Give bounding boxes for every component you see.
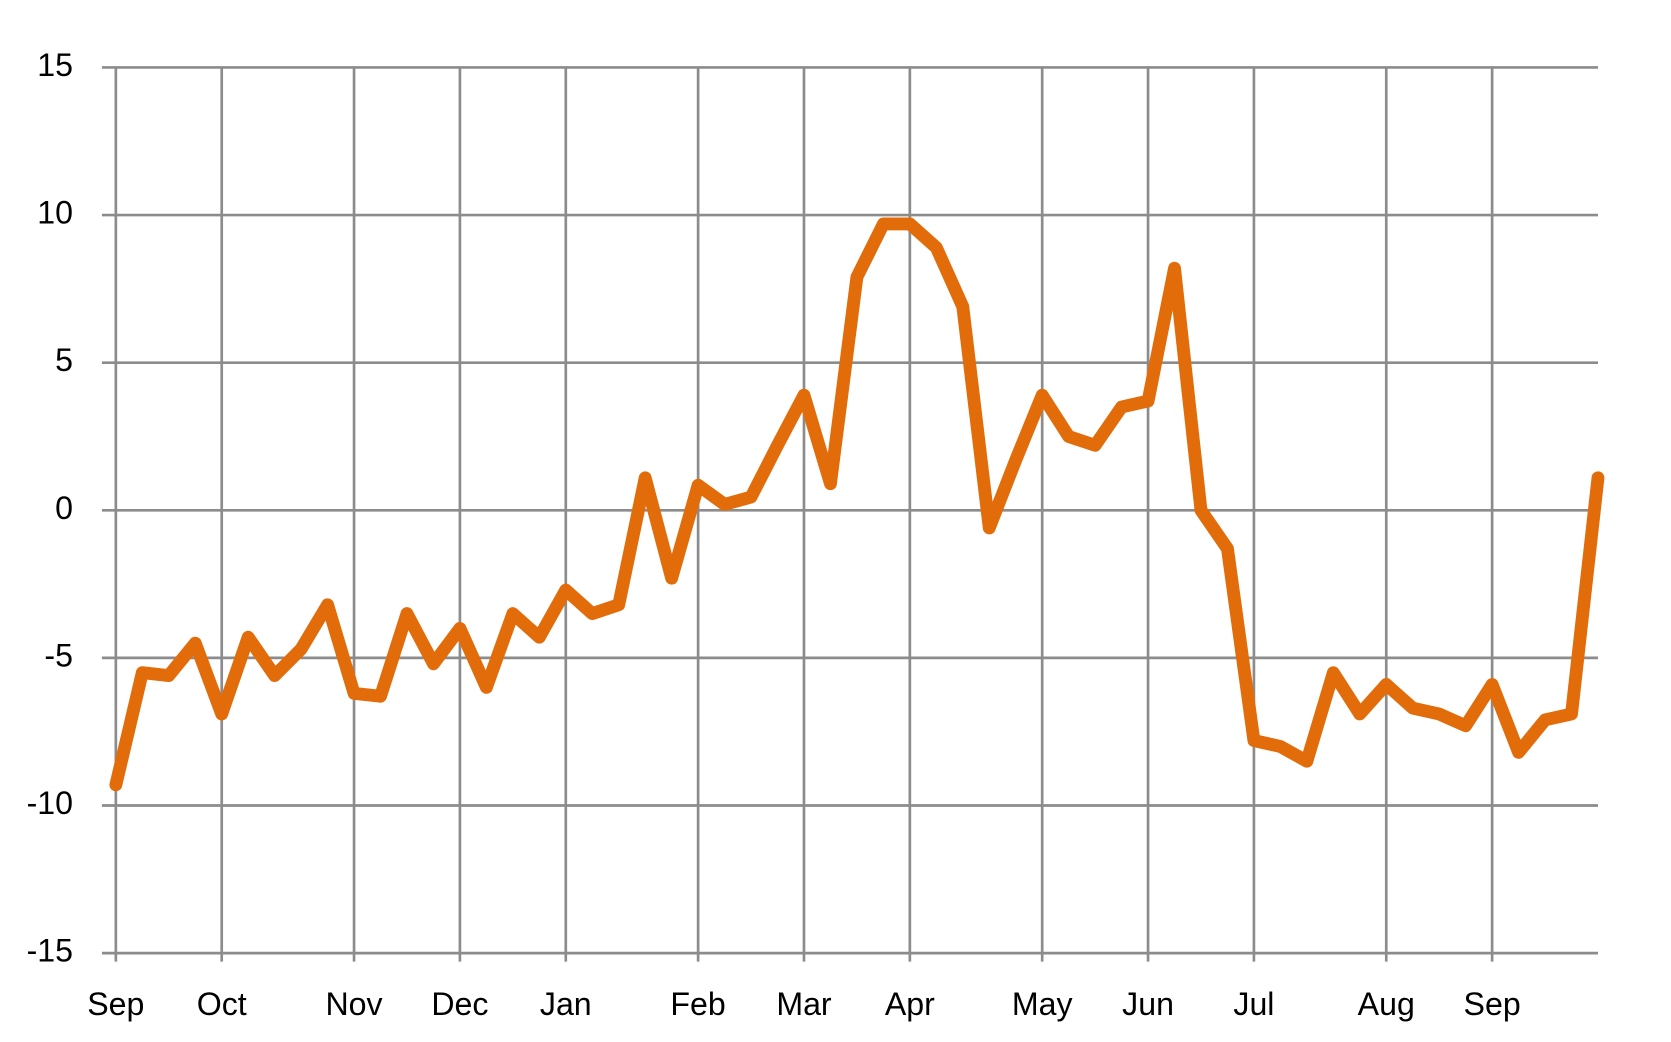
x-tick-label: Nov (325, 986, 382, 1022)
y-tick-label: -15 (27, 933, 73, 969)
x-tick-label: Dec (431, 986, 488, 1022)
data-line (109, 217, 1605, 792)
x-tick-label: Feb (670, 986, 725, 1022)
x-tick-label: Oct (197, 986, 247, 1022)
y-tick-label: -10 (27, 785, 73, 821)
x-tick-label: May (1012, 986, 1073, 1022)
x-tick-label: Sep (1464, 986, 1521, 1022)
x-tick-label: Aug (1358, 986, 1415, 1022)
x-tick-label: Apr (885, 986, 935, 1022)
x-tick-label: Sep (87, 986, 144, 1022)
x-tick-label: Jul (1233, 986, 1274, 1022)
x-tick-label: Mar (776, 986, 832, 1022)
x-tick-label: Jun (1122, 986, 1174, 1022)
y-tick-label: 5 (55, 342, 73, 378)
y-tick-label: 10 (37, 195, 73, 231)
y-tick-label: 0 (55, 490, 73, 526)
x-tick-label: Jan (540, 986, 592, 1022)
y-tick-label: -5 (44, 637, 73, 673)
y-tick-label: 15 (37, 47, 73, 83)
